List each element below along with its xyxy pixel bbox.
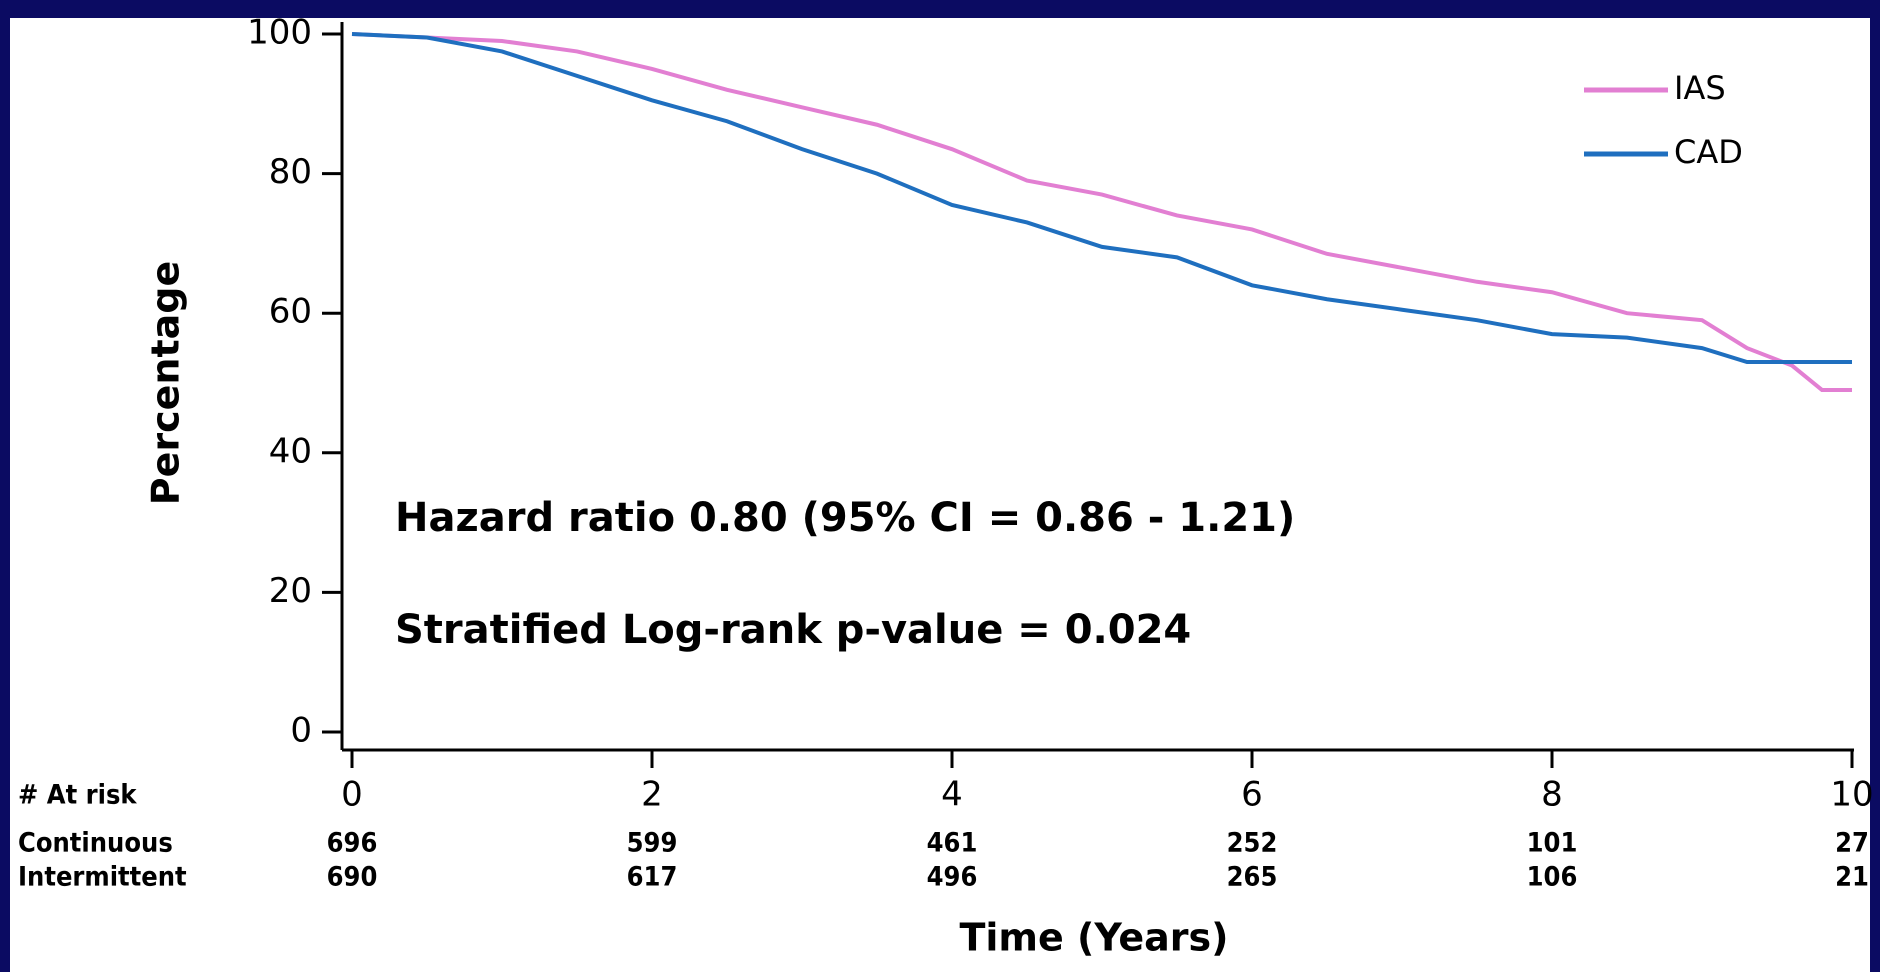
x-tick-label: 10 bbox=[1830, 775, 1873, 815]
x-axis-title: Time (Years) bbox=[959, 916, 1228, 960]
survival-line bbox=[351, 32, 1852, 392]
risk-value: 21 bbox=[1835, 862, 1869, 893]
risk-value: 617 bbox=[627, 862, 678, 893]
risk-value: 690 bbox=[327, 862, 378, 893]
risk-value: 496 bbox=[927, 862, 978, 893]
risk-row-label: Intermittent bbox=[18, 862, 187, 893]
x-tick-label: 0 bbox=[341, 775, 363, 815]
y-tick-label: 0 bbox=[290, 711, 312, 751]
x-tick-label: 8 bbox=[1541, 775, 1563, 815]
legend-label: CAD bbox=[1674, 133, 1743, 171]
annotation: Stratified Log-rank p-value = 0.024 bbox=[395, 607, 1191, 653]
y-tick-label: 40 bbox=[269, 431, 312, 471]
y-tick-label: 60 bbox=[269, 292, 312, 332]
risk-table-title: # At risk bbox=[18, 780, 137, 811]
risk-value: 101 bbox=[1527, 828, 1578, 859]
annotation: Hazard ratio 0.80 (95% CI = 0.86 - 1.21) bbox=[395, 495, 1295, 541]
risk-value: 252 bbox=[1227, 828, 1278, 859]
x-tick-label: 6 bbox=[1241, 775, 1263, 815]
y-tick-label: 100 bbox=[247, 13, 312, 53]
risk-value: 27 bbox=[1835, 828, 1869, 859]
survival-line bbox=[351, 32, 1852, 365]
x-tick-label: 2 bbox=[641, 775, 663, 815]
risk-value: 599 bbox=[627, 828, 678, 859]
legend-label: IAS bbox=[1674, 69, 1726, 107]
risk-value: 265 bbox=[1227, 862, 1278, 893]
risk-row-label: Continuous bbox=[18, 828, 173, 859]
risk-value: 461 bbox=[927, 828, 978, 859]
risk-value: 696 bbox=[327, 828, 378, 859]
panel bbox=[10, 18, 1870, 972]
x-tick-label: 4 bbox=[941, 775, 963, 815]
risk-value: 106 bbox=[1527, 862, 1578, 893]
y-axis-title: Percentage bbox=[144, 261, 188, 506]
y-tick-label: 20 bbox=[269, 571, 312, 611]
y-tick-label: 80 bbox=[269, 152, 312, 192]
